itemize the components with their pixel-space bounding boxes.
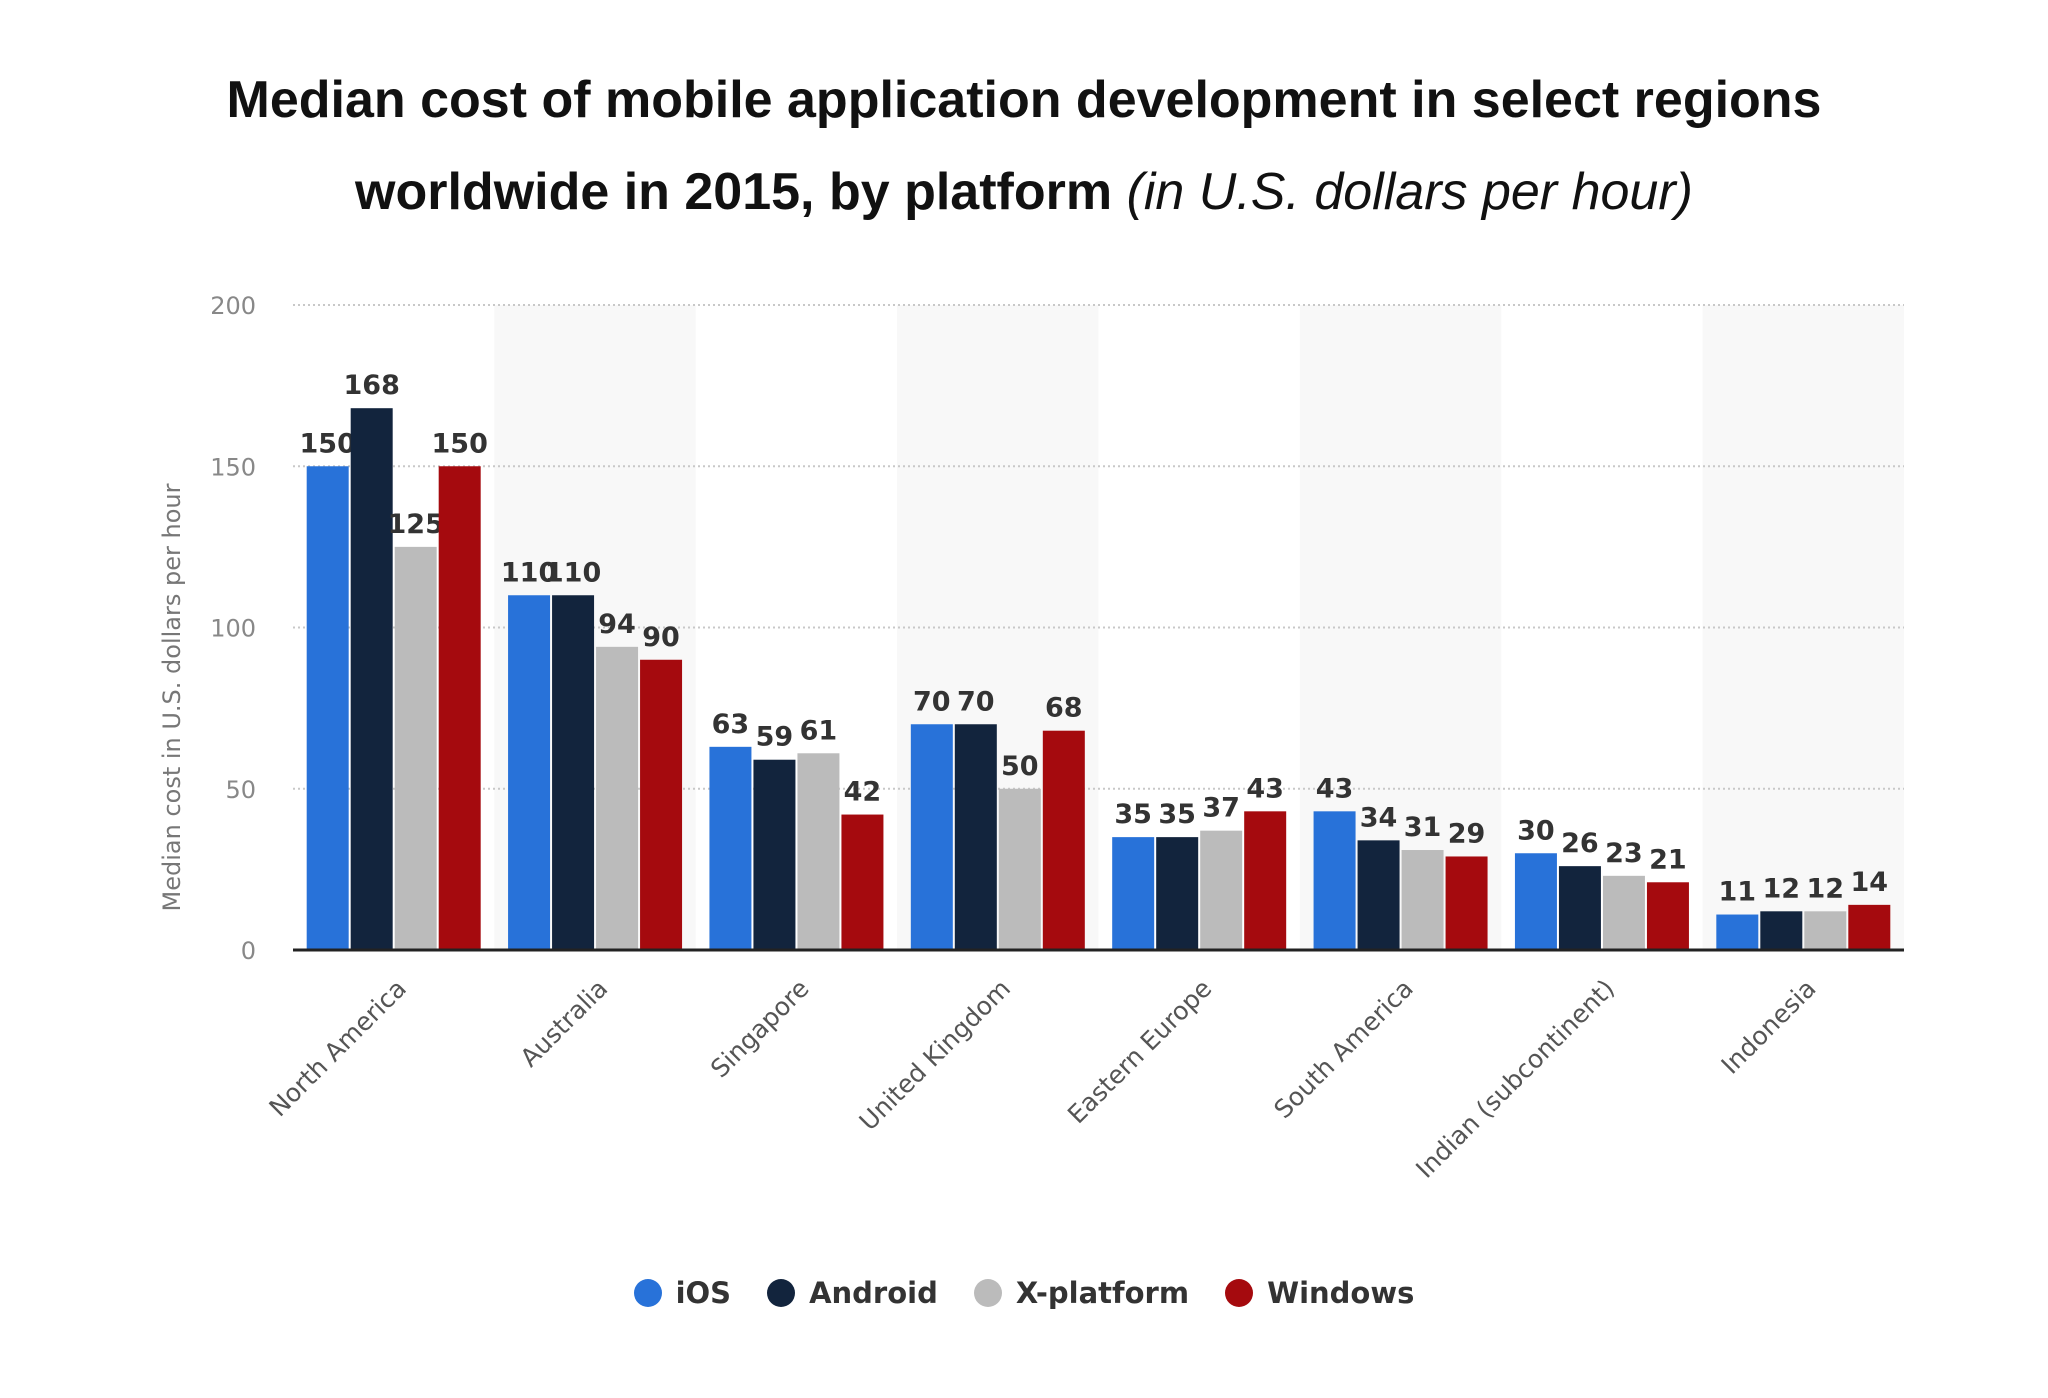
bar-ios: [1112, 837, 1155, 950]
chart-title-line: Median cost of mobile application develo…: [124, 54, 1924, 238]
data-label: 12: [1807, 873, 1845, 904]
data-label: 14: [1851, 867, 1889, 898]
bar-android: [1156, 837, 1199, 950]
data-label: 110: [501, 557, 557, 588]
bar-android: [350, 408, 393, 950]
legend-label: iOS: [675, 1276, 732, 1310]
bar-android: [1760, 911, 1803, 950]
data-label: 68: [1045, 693, 1083, 724]
legend-dot-icon: [973, 1279, 1002, 1307]
data-label: 35: [1158, 799, 1196, 830]
data-label: 110: [545, 557, 601, 588]
x-tick-label: Indian (subcontinent): [1410, 974, 1620, 1184]
x-tick-label: Australia: [515, 974, 614, 1073]
bar-windows: [438, 466, 481, 950]
bar-x-platform: [1401, 850, 1444, 950]
bar-ios: [709, 746, 752, 950]
bar-android: [1558, 866, 1601, 950]
y-tick-label: 0: [241, 937, 256, 965]
x-tick-label: Eastern Europe: [1062, 974, 1217, 1129]
y-tick-label: 100: [210, 615, 256, 643]
bar-ios: [306, 466, 349, 950]
y-tick-label: 200: [210, 292, 256, 320]
data-label: 150: [432, 428, 488, 459]
data-label: 30: [1517, 815, 1555, 846]
data-label: 168: [344, 370, 400, 401]
data-label: 11: [1719, 877, 1757, 908]
data-label: 21: [1649, 844, 1687, 875]
bar-x-platform: [1804, 911, 1847, 950]
data-label: 31: [1404, 812, 1442, 843]
chart-title: Median cost of mobile application develo…: [226, 71, 1822, 221]
data-label: 125: [388, 509, 444, 540]
data-label: 37: [1202, 793, 1240, 824]
bar-windows: [1646, 882, 1689, 950]
data-label: 43: [1246, 773, 1284, 804]
bar-android: [1357, 840, 1400, 950]
data-label: 59: [756, 722, 794, 753]
data-label: 23: [1605, 838, 1643, 869]
data-label: 42: [844, 777, 882, 808]
bar-android: [954, 724, 997, 950]
legend-label: Android: [809, 1276, 938, 1310]
x-tick-label: South America: [1268, 974, 1418, 1124]
legend-label: X-platform: [1015, 1276, 1190, 1310]
data-label: 35: [1114, 799, 1152, 830]
bar-ios: [1716, 914, 1759, 950]
bar-ios: [910, 724, 953, 950]
data-label: 12: [1763, 873, 1801, 904]
data-label: 70: [913, 686, 951, 717]
legend-item-windows[interactable]: Windows: [1225, 1276, 1414, 1310]
data-label: 94: [598, 609, 636, 640]
data-label: 63: [712, 709, 750, 740]
legend-item-ios[interactable]: iOS: [633, 1276, 732, 1310]
bar-x-platform: [394, 546, 437, 950]
bar-x-platform: [1200, 830, 1243, 950]
bar-windows: [1848, 904, 1891, 950]
legend-dot-icon: [633, 1279, 662, 1307]
legend: iOS Android X-platform Windows: [0, 1276, 2048, 1310]
bar-x-platform: [596, 646, 639, 950]
x-tick-label: United Kingdom: [854, 974, 1016, 1136]
data-label: 43: [1316, 773, 1354, 804]
legend-dot-icon: [767, 1279, 796, 1307]
y-tick-label: 50: [225, 776, 256, 804]
bar-x-platform: [998, 788, 1041, 950]
bar-android: [552, 595, 595, 950]
data-label: 90: [642, 622, 680, 653]
x-tick-label: Indonesia: [1716, 974, 1822, 1080]
legend-label: Windows: [1267, 1276, 1415, 1310]
data-label: 150: [300, 428, 356, 459]
bar-x-platform: [797, 753, 840, 950]
y-axis-title: Median cost in U.S. dollars per hour: [158, 483, 186, 911]
bar-windows: [1445, 856, 1488, 950]
bar-windows: [1244, 811, 1287, 950]
y-tick-label: 150: [210, 453, 256, 481]
x-tick-label: Singapore: [705, 974, 815, 1084]
bar-windows: [1042, 730, 1085, 950]
bar-android: [753, 759, 796, 950]
bar-windows: [841, 814, 884, 950]
bar-ios: [1514, 853, 1557, 950]
bar-ios: [1313, 811, 1356, 950]
data-label: 34: [1360, 802, 1398, 833]
data-label: 50: [1001, 751, 1039, 782]
data-label: 29: [1448, 818, 1486, 849]
data-label: 26: [1561, 828, 1599, 859]
bar-x-platform: [1602, 875, 1645, 950]
legend-dot-icon: [1225, 1279, 1254, 1307]
legend-item-x-platform[interactable]: X-platform: [973, 1276, 1190, 1310]
legend-item-android[interactable]: Android: [767, 1276, 938, 1310]
bar-windows: [640, 659, 683, 950]
x-tick-label: North America: [263, 974, 411, 1122]
data-label: 70: [957, 686, 995, 717]
bar-ios: [508, 595, 551, 950]
chart-subtitle: (in U.S. dollars per hour): [1112, 163, 1693, 221]
data-label: 61: [800, 715, 838, 746]
